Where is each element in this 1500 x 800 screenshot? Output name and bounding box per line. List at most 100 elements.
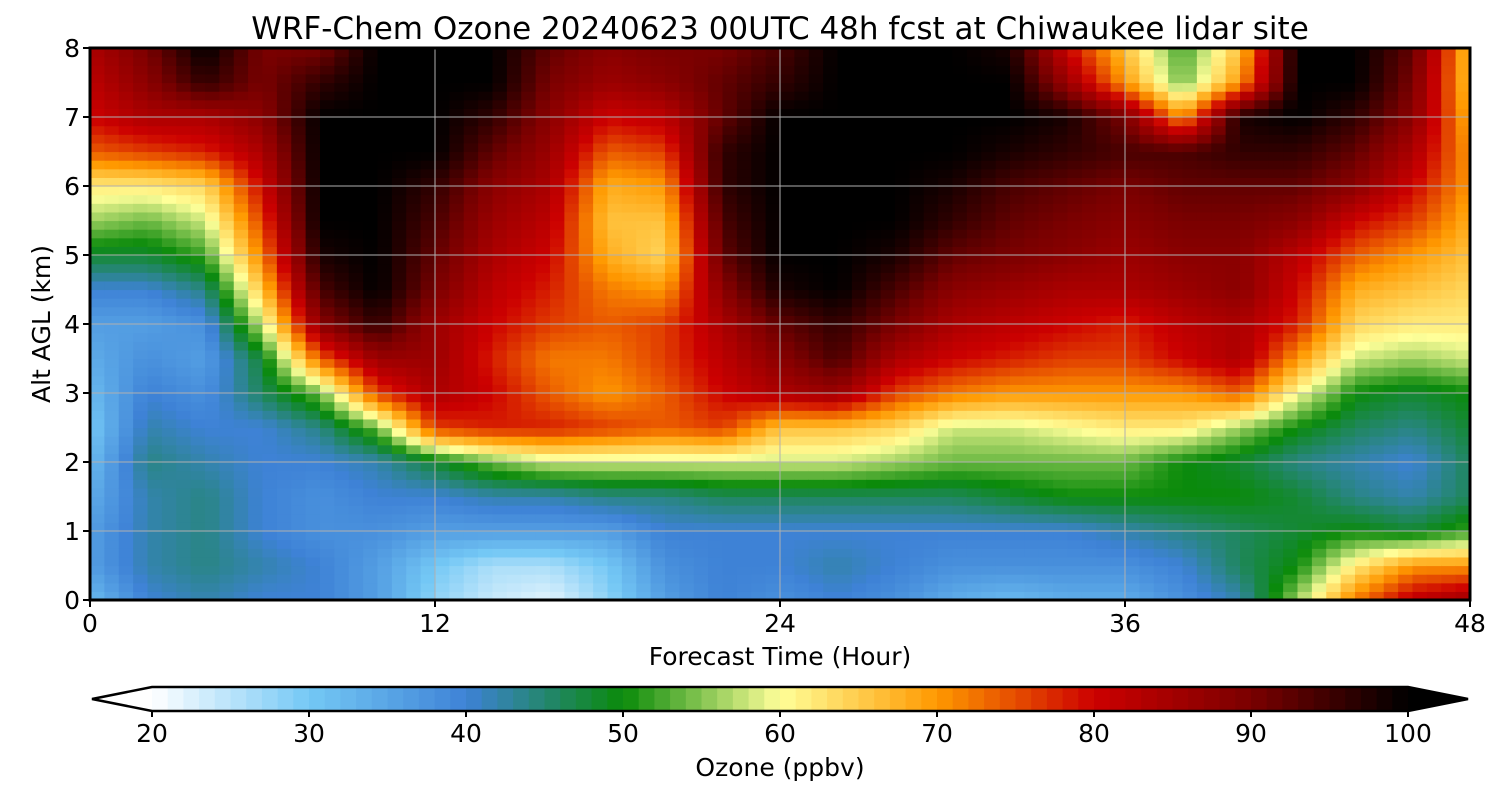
contour-cell	[995, 487, 1011, 498]
contour-cell	[794, 513, 810, 523]
contour-cell	[837, 548, 853, 558]
contour-cell	[219, 436, 235, 446]
contour-cell	[262, 56, 278, 66]
contour-cell	[679, 160, 695, 170]
contour-cell	[621, 186, 637, 196]
contour-cell	[736, 453, 752, 463]
contour-cell	[176, 91, 192, 101]
contour-cell	[966, 393, 982, 403]
contour-cell	[90, 341, 105, 351]
contour-cell	[334, 505, 350, 515]
contour-cell	[693, 556, 709, 567]
contour-cell	[305, 125, 321, 135]
contour-cell	[952, 65, 968, 75]
contour-cell	[492, 142, 508, 153]
contour-cell	[866, 298, 882, 308]
contour-cell	[751, 91, 767, 101]
contour-cell	[722, 384, 738, 394]
contour-cell	[765, 384, 781, 394]
contour-cell	[205, 229, 220, 239]
contour-cell	[1053, 56, 1069, 66]
contour-cell	[550, 539, 565, 549]
contour-cell	[391, 134, 407, 144]
contour-cell	[1067, 410, 1083, 420]
contour-cell	[320, 280, 335, 291]
contour-cell	[621, 358, 637, 368]
contour-cell	[909, 349, 925, 360]
contour-cell	[550, 168, 565, 178]
contour-cell	[1153, 237, 1169, 247]
contour-cell	[133, 237, 149, 247]
contour-cell	[966, 367, 982, 377]
contour-cell	[320, 358, 335, 368]
contour-cell	[550, 574, 565, 584]
contour-cell	[334, 479, 350, 489]
contour-cell	[205, 108, 220, 118]
contour-cell	[636, 194, 652, 204]
contour-cell	[262, 65, 278, 75]
contour-cell	[578, 91, 594, 101]
contour-cell	[1153, 444, 1169, 454]
contour-cell	[262, 168, 278, 178]
contour-cell	[506, 255, 522, 265]
contour-cell	[104, 306, 120, 316]
contour-cell	[506, 73, 522, 84]
contour-cell	[176, 246, 192, 256]
contour-cell	[952, 384, 968, 394]
contour-cell	[1153, 410, 1169, 420]
contour-cell	[147, 99, 163, 109]
contour-cell	[808, 315, 824, 325]
contour-cell	[506, 375, 522, 385]
chart-title: WRF-Chem Ozone 20240623 00UTC 48h fcst a…	[251, 11, 1309, 47]
contour-cell	[348, 393, 364, 403]
contour-cell	[880, 324, 896, 334]
contour-cell	[1081, 574, 1097, 584]
contour-cell	[1010, 168, 1025, 178]
contour-cell	[665, 203, 680, 213]
contour-cell	[593, 341, 609, 351]
contour-cell	[938, 263, 954, 273]
contour-cell	[133, 470, 149, 480]
contour-cell	[837, 151, 853, 161]
contour-cell	[708, 177, 724, 187]
contour-cell	[391, 211, 407, 222]
contour-cell	[909, 565, 925, 575]
contour-cell	[1168, 487, 1184, 498]
contour-cell	[952, 108, 968, 118]
contour-cell	[391, 237, 407, 247]
contour-cell	[506, 332, 522, 342]
contour-cell	[1010, 125, 1025, 135]
contour-cell	[176, 134, 192, 144]
contour-cell	[578, 134, 594, 144]
contour-cell	[90, 125, 105, 135]
contour-cell	[118, 211, 134, 222]
contour-cell	[837, 410, 853, 420]
contour-cell	[1125, 410, 1140, 420]
contour-cell	[808, 151, 824, 161]
contour-cell	[176, 496, 192, 506]
contour-cell	[851, 177, 867, 187]
contour-cell	[593, 384, 609, 394]
contour-cell	[118, 418, 134, 429]
contour-cell	[823, 324, 839, 334]
contour-cell	[909, 522, 925, 532]
contour-cell	[909, 203, 925, 213]
contour-cell	[233, 574, 249, 584]
contour-cell	[823, 556, 839, 567]
contour-cell	[176, 298, 192, 308]
contour-cell	[219, 539, 235, 549]
contour-cell	[1125, 470, 1140, 480]
contour-cell	[1038, 73, 1054, 84]
contour-cell	[1110, 453, 1126, 463]
contour-cell	[837, 203, 853, 213]
contour-cell	[578, 211, 594, 222]
contour-cell	[1110, 82, 1126, 92]
contour-cell	[348, 315, 364, 325]
contour-cell	[780, 194, 795, 204]
contour-cell	[190, 548, 206, 558]
contour-cell	[535, 289, 551, 299]
contour-cell	[1053, 479, 1069, 489]
contour-cell	[981, 324, 997, 334]
contour-cell	[751, 315, 767, 325]
contour-cell	[607, 151, 623, 161]
